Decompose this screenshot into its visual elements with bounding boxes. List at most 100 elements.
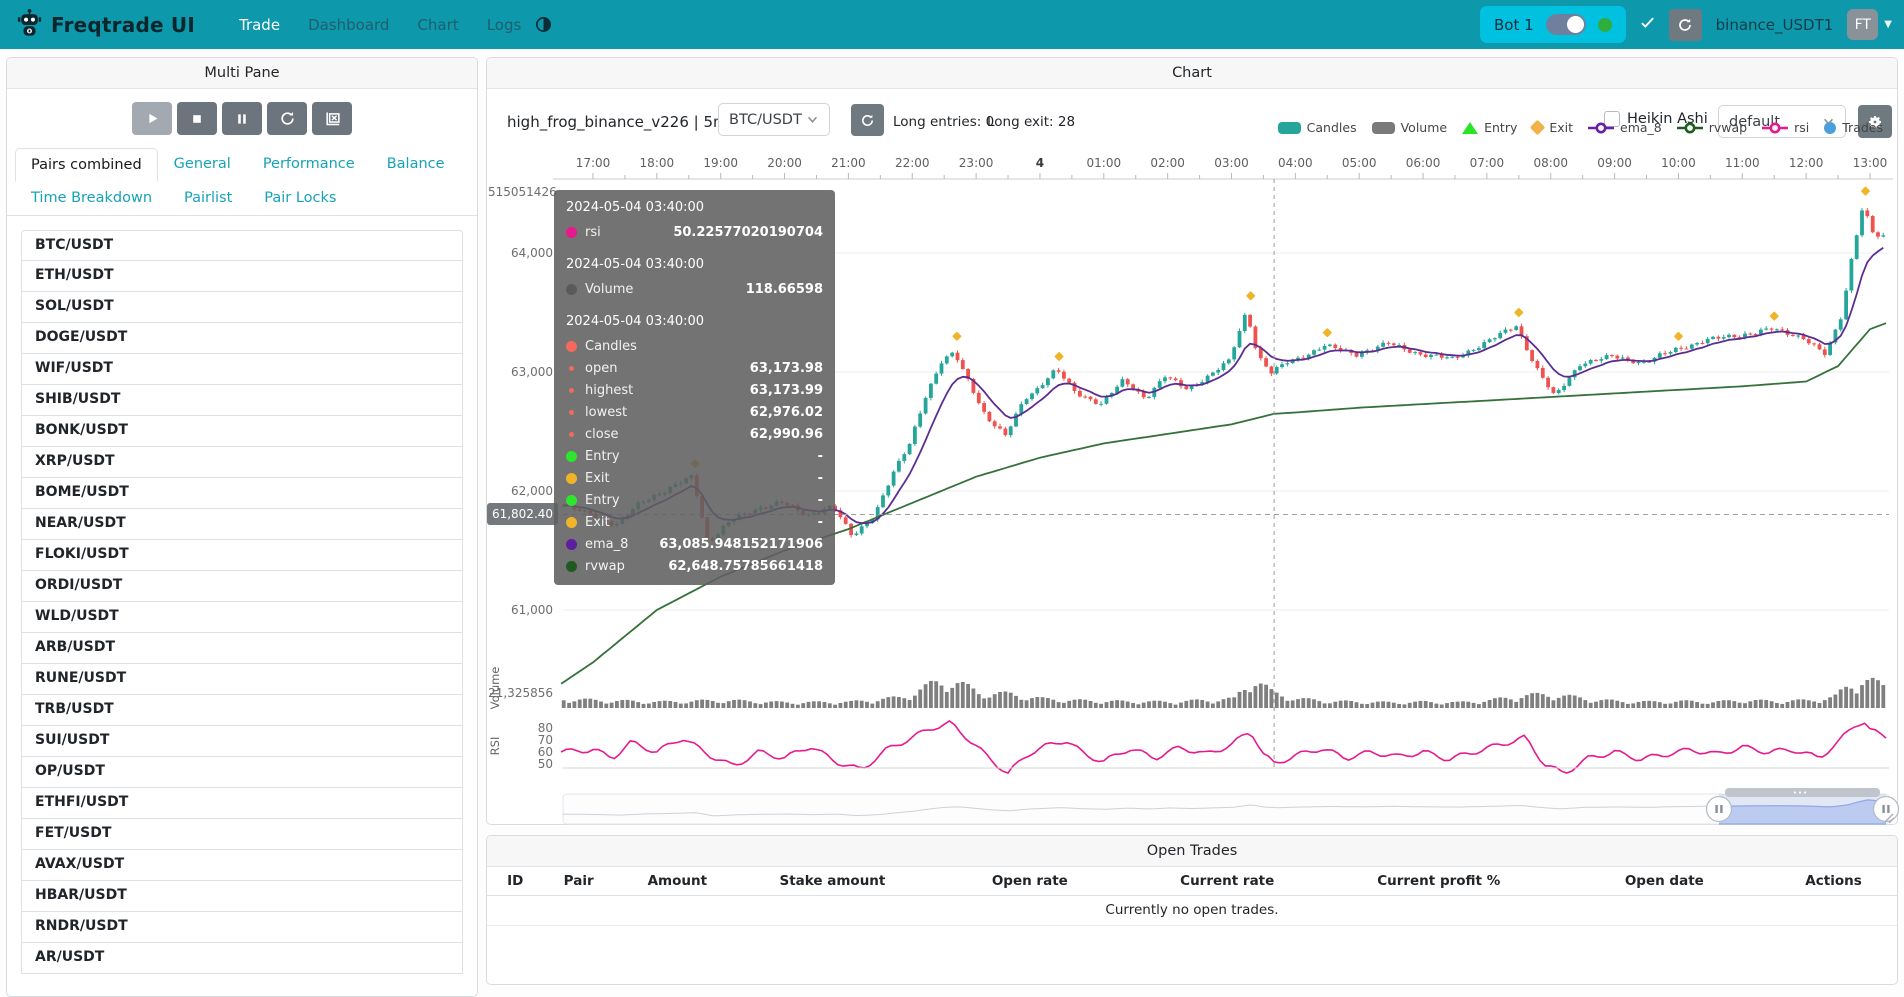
- pair-list-item[interactable]: RUNE/USDT: [21, 664, 463, 695]
- refresh-button[interactable]: [267, 102, 307, 135]
- svg-text:50: 50: [538, 757, 553, 771]
- theme-toggle-icon[interactable]: [535, 16, 552, 33]
- pair-list-item[interactable]: BONK/USDT: [21, 416, 463, 447]
- tooltip-row: rsi 50.22577020190704: [566, 221, 823, 243]
- svg-text:12:00: 12:00: [1789, 156, 1824, 170]
- svg-text:07:00: 07:00: [1470, 156, 1505, 170]
- tooltip-section: 2024-05-04 03:40:00 Candles open 63,173.98 h…: [566, 314, 823, 577]
- pair-list-item[interactable]: RNDR/USDT: [21, 912, 463, 943]
- pair-list-item[interactable]: AR/USDT: [21, 943, 463, 974]
- legend-item-rsi[interactable]: rsi: [1762, 120, 1809, 135]
- brand-title: Freqtrade UI: [51, 12, 195, 37]
- svg-text:17:00: 17:00: [576, 156, 611, 170]
- no-open-trades-message: Currently no open trades.: [487, 895, 1897, 926]
- tab-pair-locks[interactable]: Pair Locks: [264, 190, 337, 206]
- svg-text:20:00: 20:00: [767, 156, 802, 170]
- pair-list-item[interactable]: FET/USDT: [21, 819, 463, 850]
- legend-item-exit[interactable]: Exit: [1530, 119, 1573, 136]
- svg-text:05:00: 05:00: [1342, 156, 1377, 170]
- brand[interactable]: Freqtrade UI: [16, 8, 195, 41]
- close-chart-button[interactable]: [312, 102, 352, 135]
- svg-text:03:00: 03:00: [1214, 156, 1249, 170]
- column-header-stake-amount: Stake amount: [740, 867, 925, 896]
- stop-button[interactable]: [177, 102, 217, 135]
- tab-pairs-combined[interactable]: Pairs combined: [15, 148, 158, 182]
- nav-link-trade[interactable]: Trade: [238, 15, 281, 34]
- bot-online-dot: [1597, 17, 1612, 32]
- pair-list-item[interactable]: NEAR/USDT: [21, 509, 463, 540]
- freqtrade-robot-icon: [16, 8, 43, 41]
- exit-markers: [690, 186, 1870, 468]
- reload-bot-button[interactable]: [1668, 8, 1702, 41]
- pair-list-item[interactable]: WIF/USDT: [21, 354, 463, 385]
- plot-config-select[interactable]: default: [1718, 105, 1846, 138]
- svg-text:RSI: RSI: [488, 737, 502, 756]
- pair-list-item[interactable]: ARB/USDT: [21, 633, 463, 664]
- chart-panel: Chart high_frog_binance_v226 | 5m BTC/US…: [486, 57, 1899, 825]
- legend-item-trades[interactable]: Trades: [1824, 120, 1883, 135]
- pair-list-item[interactable]: DOGE/USDT: [21, 323, 463, 354]
- bot-name: Bot 1: [1493, 15, 1534, 34]
- pair-list-item[interactable]: HBAR/USDT: [21, 881, 463, 912]
- nav-links: Trade Dashboard Chart Logs: [227, 8, 533, 42]
- pair-list-item[interactable]: OP/USDT: [21, 757, 463, 788]
- tab-pairlist[interactable]: Pairlist: [184, 190, 233, 206]
- legend-item-volume[interactable]: Volume: [1371, 120, 1447, 135]
- plot-settings-gear-button[interactable]: [1858, 105, 1892, 138]
- bot-toggle[interactable]: [1545, 14, 1586, 35]
- navbar: Freqtrade UI Trade Dashboard Chart Logs Bot…: [0, 0, 1904, 49]
- tooltip-row: open 63,173.98: [566, 357, 823, 379]
- tab-general[interactable]: General: [173, 156, 231, 172]
- nav-link-logs[interactable]: Logs: [486, 15, 522, 34]
- bot-selector[interactable]: Bot 1: [1479, 6, 1626, 43]
- pair-list-item[interactable]: BTC/USDT: [21, 230, 463, 261]
- pause-button[interactable]: [222, 102, 262, 135]
- nav-link-dashboard[interactable]: Dashboard: [308, 15, 390, 34]
- pair-list-item[interactable]: SOL/USDT: [21, 292, 463, 323]
- svg-text:64,000: 64,000: [511, 246, 553, 260]
- svg-text:21:00: 21:00: [831, 156, 866, 170]
- datazoom-handle[interactable]: [1872, 795, 1899, 823]
- nav-link-chart[interactable]: Chart: [417, 15, 459, 34]
- pair-list-item[interactable]: AVAX/USDT: [21, 850, 463, 881]
- tab-time-breakdown[interactable]: Time Breakdown: [31, 190, 153, 206]
- pair-list-item[interactable]: ETH/USDT: [21, 261, 463, 292]
- datazoom-handle[interactable]: [1705, 795, 1733, 823]
- column-header-current-rate: Current rate: [1135, 867, 1319, 896]
- navbar-right: Bot 1 binance_USDT1 FT ▼: [1479, 6, 1892, 43]
- svg-text:13:00: 13:00: [1853, 156, 1888, 170]
- pair-list-item[interactable]: BOME/USDT: [21, 478, 463, 509]
- user-menu[interactable]: FT ▼: [1847, 9, 1892, 40]
- open-trades-title: Open Trades: [487, 836, 1897, 867]
- column-header-open-rate: Open rate: [924, 867, 1136, 896]
- pair-list-item[interactable]: FLOKI/USDT: [21, 540, 463, 571]
- tooltip-row: Exit -: [566, 511, 823, 533]
- svg-text:10:00: 10:00: [1661, 156, 1696, 170]
- tooltip-row: Volume 118.66598: [566, 278, 823, 300]
- pair-list-item[interactable]: SHIB/USDT: [21, 385, 463, 416]
- pair-list-item[interactable]: TRB/USDT: [21, 695, 463, 726]
- long-exits-count: Long exit: 28: [987, 114, 1076, 130]
- svg-text:18:00: 18:00: [640, 156, 675, 170]
- tooltip-row: close 62,990.96: [566, 423, 823, 445]
- pair-list: BTC/USDT ETH/USDT SOL/USDT DOGE/USDT WIF/USD…: [21, 230, 463, 974]
- column-header-current-profit-: Current profit %: [1318, 867, 1559, 896]
- column-header-open-date: Open date: [1558, 867, 1771, 896]
- svg-text:80: 80: [538, 721, 553, 735]
- pair-list-item[interactable]: ORDI/USDT: [21, 571, 463, 602]
- svg-text:Volume: Volume: [488, 667, 502, 710]
- pair-list-item[interactable]: XRP/USDT: [21, 447, 463, 478]
- legend-item-ema_8[interactable]: ema_8: [1588, 120, 1662, 135]
- chart-refresh-button[interactable]: [851, 104, 884, 136]
- legend-item-rvwap[interactable]: rvwap: [1676, 120, 1747, 135]
- pair-list-item[interactable]: ETHFI/USDT: [21, 788, 463, 819]
- pair-select[interactable]: BTC/USDT: [718, 103, 830, 136]
- legend-item-candles[interactable]: Candles: [1277, 120, 1357, 135]
- pair-list-item[interactable]: WLD/USDT: [21, 602, 463, 633]
- tab-balance[interactable]: Balance: [386, 156, 445, 172]
- legend-item-entry[interactable]: Entry: [1462, 120, 1517, 135]
- column-header-actions: Actions: [1770, 867, 1897, 896]
- tab-performance[interactable]: Performance: [262, 156, 355, 172]
- play-button[interactable]: [132, 102, 172, 135]
- pair-list-item[interactable]: SUI/USDT: [21, 726, 463, 757]
